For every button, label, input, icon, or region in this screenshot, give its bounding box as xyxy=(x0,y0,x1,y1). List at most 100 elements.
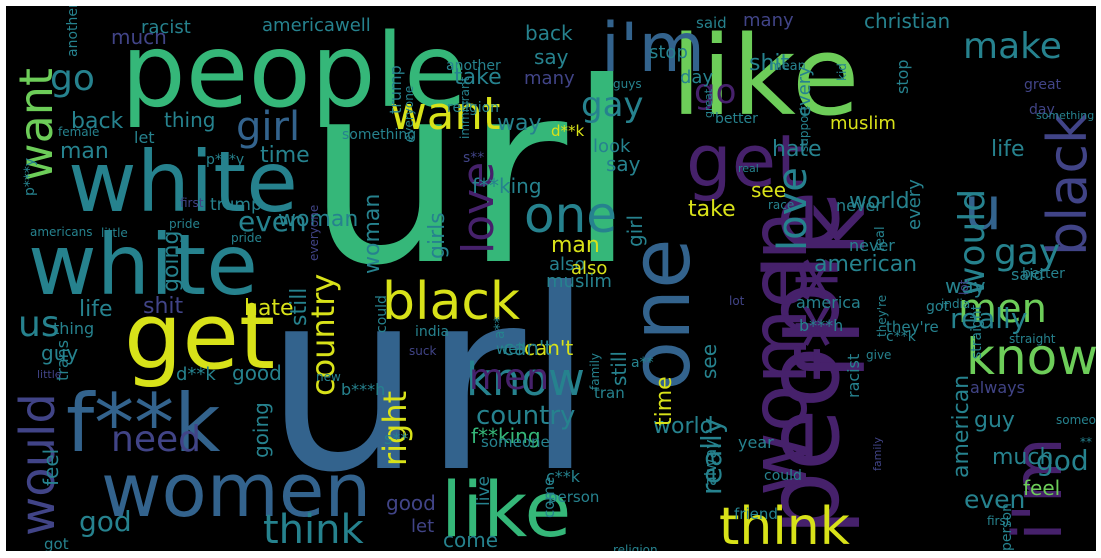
cloud-word: men xyxy=(958,286,1047,332)
cloud-word: got xyxy=(926,299,949,315)
cloud-word: religion xyxy=(447,100,499,116)
cloud-word: someone xyxy=(481,433,550,451)
cloud-word: guy xyxy=(974,408,1015,433)
cloud-word: say xyxy=(606,152,641,176)
cloud-word: s** xyxy=(384,429,408,448)
cloud-word: go xyxy=(694,72,736,112)
cloud-word: think xyxy=(719,497,850,551)
cloud-word: many xyxy=(524,68,575,89)
cloud-word: go xyxy=(50,58,95,99)
cloud-word: man xyxy=(60,139,109,164)
cloud-word: tran xyxy=(594,384,625,402)
cloud-word: i'm xyxy=(999,437,1078,541)
cloud-word: say xyxy=(534,45,569,69)
cloud-word: come xyxy=(443,528,498,551)
cloud-word: god xyxy=(79,505,132,538)
cloud-word: f**k xyxy=(779,203,886,381)
cloud-word: something xyxy=(1036,109,1094,122)
cloud-word: want xyxy=(9,68,63,181)
cloud-word: straight xyxy=(969,304,985,359)
cloud-word: even xyxy=(964,485,1025,514)
cloud-word: family xyxy=(588,353,602,390)
cloud-word: i'm xyxy=(601,9,705,88)
cloud-word: hate xyxy=(244,296,294,321)
cloud-word: time xyxy=(652,376,677,426)
cloud-word: black xyxy=(382,272,520,332)
cloud-word: take xyxy=(454,65,502,90)
cloud-word: christian xyxy=(864,9,950,33)
cloud-word: b***h xyxy=(799,316,843,335)
cloud-word: first xyxy=(987,514,1011,528)
cloud-word: muslim xyxy=(830,113,896,134)
cloud-word: trump xyxy=(386,65,405,114)
cloud-word: let xyxy=(411,516,434,537)
cloud-word: time xyxy=(260,143,310,168)
cloud-word: first xyxy=(180,196,204,210)
cloud-word: suck xyxy=(409,344,436,358)
cloud-word: way xyxy=(497,111,542,136)
cloud-word: race xyxy=(768,198,794,212)
cloud-word: real xyxy=(738,162,759,175)
cloud-word: racist xyxy=(141,17,191,38)
cloud-word: real xyxy=(873,226,888,251)
cloud-word: woman xyxy=(360,194,385,274)
cloud-word: p***y xyxy=(206,152,244,168)
cloud-word: d**k xyxy=(176,364,216,385)
cloud-word: god xyxy=(1036,444,1089,477)
cloud-word: never xyxy=(849,236,895,255)
cloud-word: shit xyxy=(749,51,790,76)
cloud-word: u xyxy=(964,174,1002,244)
cloud-word: said xyxy=(1011,265,1044,284)
cloud-word: thing xyxy=(164,108,215,132)
cloud-word: like xyxy=(671,12,860,140)
cloud-word: could xyxy=(764,468,802,484)
cloud-word: shit xyxy=(143,294,184,319)
cloud-word: someone xyxy=(1056,413,1096,427)
cloud-word: us xyxy=(18,304,60,345)
cloud-word: feel xyxy=(1023,476,1060,500)
cloud-word: racist xyxy=(844,354,863,398)
cloud-word: ** xyxy=(1080,435,1092,449)
cloud-word: family xyxy=(871,437,884,471)
cloud-word: a** xyxy=(492,316,508,339)
cloud-word: americans xyxy=(30,225,93,239)
cloud-word: know xyxy=(466,353,585,406)
cloud-word: p***y xyxy=(22,158,38,196)
cloud-word: women xyxy=(735,211,825,496)
cloud-word: gay xyxy=(994,232,1060,273)
cloud-word: even xyxy=(238,205,307,238)
cloud-word: still xyxy=(287,288,312,326)
cloud-word: friend xyxy=(734,505,778,523)
cloud-word: make xyxy=(963,26,1062,67)
cloud-word: thing xyxy=(53,319,94,338)
cloud-word: trump xyxy=(210,195,262,215)
cloud-word: s** xyxy=(463,150,484,166)
cloud-word: right xyxy=(376,391,414,466)
cloud-word: trans xyxy=(53,340,72,381)
cloud-word: person xyxy=(548,488,599,506)
cloud-word: d**k xyxy=(551,122,585,140)
cloud-word: girls xyxy=(425,212,450,259)
cloud-word: also xyxy=(549,254,585,275)
cloud-word: give xyxy=(866,348,891,362)
cloud-word: they're xyxy=(875,295,889,337)
cloud-word: stop xyxy=(893,59,912,94)
cloud-word: pride xyxy=(169,217,200,231)
cloud-word: day xyxy=(680,67,713,88)
cloud-word: good xyxy=(386,491,436,515)
cloud-word: little xyxy=(37,368,62,381)
cloud-word: love xyxy=(453,162,504,254)
cloud-word: think xyxy=(263,507,365,551)
cloud-word: url xyxy=(306,29,637,320)
cloud-word: would xyxy=(952,189,993,296)
cloud-word: could xyxy=(374,295,390,333)
cloud-word: american xyxy=(814,252,917,277)
cloud-word: always xyxy=(970,378,1025,397)
cloud-word: little xyxy=(101,226,128,240)
cloud-word: f**k xyxy=(66,377,221,470)
cloud-word: kid xyxy=(835,63,849,81)
cloud-word: see xyxy=(697,344,721,379)
cloud-word: straight xyxy=(1009,332,1056,346)
cloud-word: year xyxy=(738,433,774,452)
